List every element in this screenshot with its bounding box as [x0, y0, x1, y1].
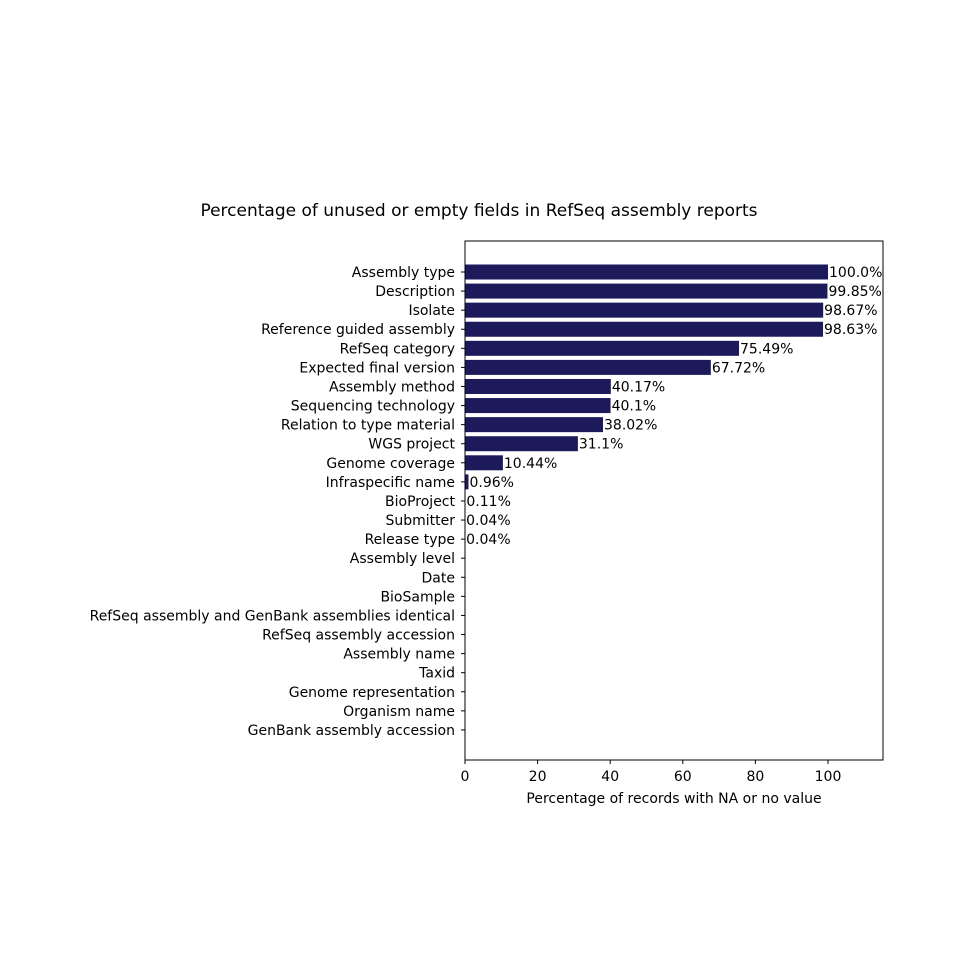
x-tick-label: 40: [601, 769, 619, 785]
category-label: Assembly method: [329, 379, 455, 395]
category-label: RefSeq assembly and GenBank assemblies i…: [90, 608, 455, 624]
category-label: Expected final version: [299, 360, 455, 376]
category-label: Assembly level: [350, 551, 455, 567]
data-label: 0.11%: [466, 494, 510, 510]
data-label: 67.72%: [712, 360, 765, 376]
category-label: Isolate: [408, 303, 455, 319]
category-label: BioProject: [385, 494, 455, 510]
category-label: Description: [375, 284, 455, 300]
category-label: Assembly name: [343, 647, 455, 663]
data-label: 31.1%: [579, 437, 623, 453]
bar: [465, 302, 824, 318]
bar: [465, 378, 611, 394]
data-label: 100.0%: [829, 265, 882, 281]
x-axis-label: Percentage of records with NA or no valu…: [526, 791, 821, 807]
bar: [465, 417, 604, 433]
category-label: Taxid: [418, 666, 455, 682]
bar: [465, 474, 469, 490]
data-label: 75.49%: [740, 341, 793, 357]
category-label: RefSeq assembly accession: [262, 628, 455, 644]
bar: [465, 283, 828, 299]
x-tick-label: 80: [746, 769, 764, 785]
data-label: 0.96%: [469, 475, 513, 491]
category-label: Organism name: [343, 704, 455, 720]
bar: [465, 264, 828, 280]
data-label: 98.67%: [824, 303, 877, 319]
category-label: GenBank assembly accession: [248, 723, 455, 739]
category-label: RefSeq category: [340, 341, 455, 357]
category-label: WGS project: [368, 437, 455, 453]
plot-area-frame: [464, 240, 884, 761]
bars-layer: [465, 264, 828, 547]
data-label: 10.44%: [504, 456, 557, 472]
bar: [465, 455, 503, 471]
category-label: Genome coverage: [326, 456, 455, 472]
x-tick-label: 0: [461, 769, 470, 785]
bar: [465, 321, 824, 337]
data-label: 40.17%: [612, 379, 665, 395]
data-label: 99.85%: [828, 284, 881, 300]
data-label: 0.04%: [466, 532, 510, 548]
bar: [465, 359, 711, 375]
data-label: 38.02%: [604, 418, 657, 434]
x-tick-label: 60: [674, 769, 692, 785]
category-labels-layer: Assembly type Description Isolate Reference…: [90, 265, 465, 739]
data-label: 98.63%: [824, 322, 877, 338]
bar: [465, 398, 611, 414]
category-label: Reference guided assembly: [261, 322, 455, 338]
x-tick-label: 20: [529, 769, 547, 785]
category-label: Assembly type: [352, 265, 455, 281]
data-label: 0.04%: [466, 513, 510, 529]
bar: [465, 436, 578, 452]
x-tick-label: 100: [815, 769, 842, 785]
category-label: Date: [422, 570, 455, 586]
category-label: Infraspecific name: [326, 475, 455, 491]
category-label: Relation to type material: [281, 418, 455, 434]
category-label: Genome representation: [289, 685, 455, 701]
category-label: BioSample: [380, 589, 455, 605]
x-ticks-layer: 0 20 40 60 80 100: [461, 760, 842, 785]
bar: [465, 340, 740, 356]
category-label: Release type: [365, 532, 455, 548]
data-labels-layer: 100.0% 99.85% 98.67% 98.63% 75.49% 67.72% 40.1…: [466, 265, 882, 548]
chart-title: Percentage of unused or empty fields in …: [200, 201, 757, 221]
category-label: Submitter: [385, 513, 455, 529]
data-label: 40.1%: [612, 399, 656, 415]
category-label: Sequencing technology: [291, 399, 455, 415]
